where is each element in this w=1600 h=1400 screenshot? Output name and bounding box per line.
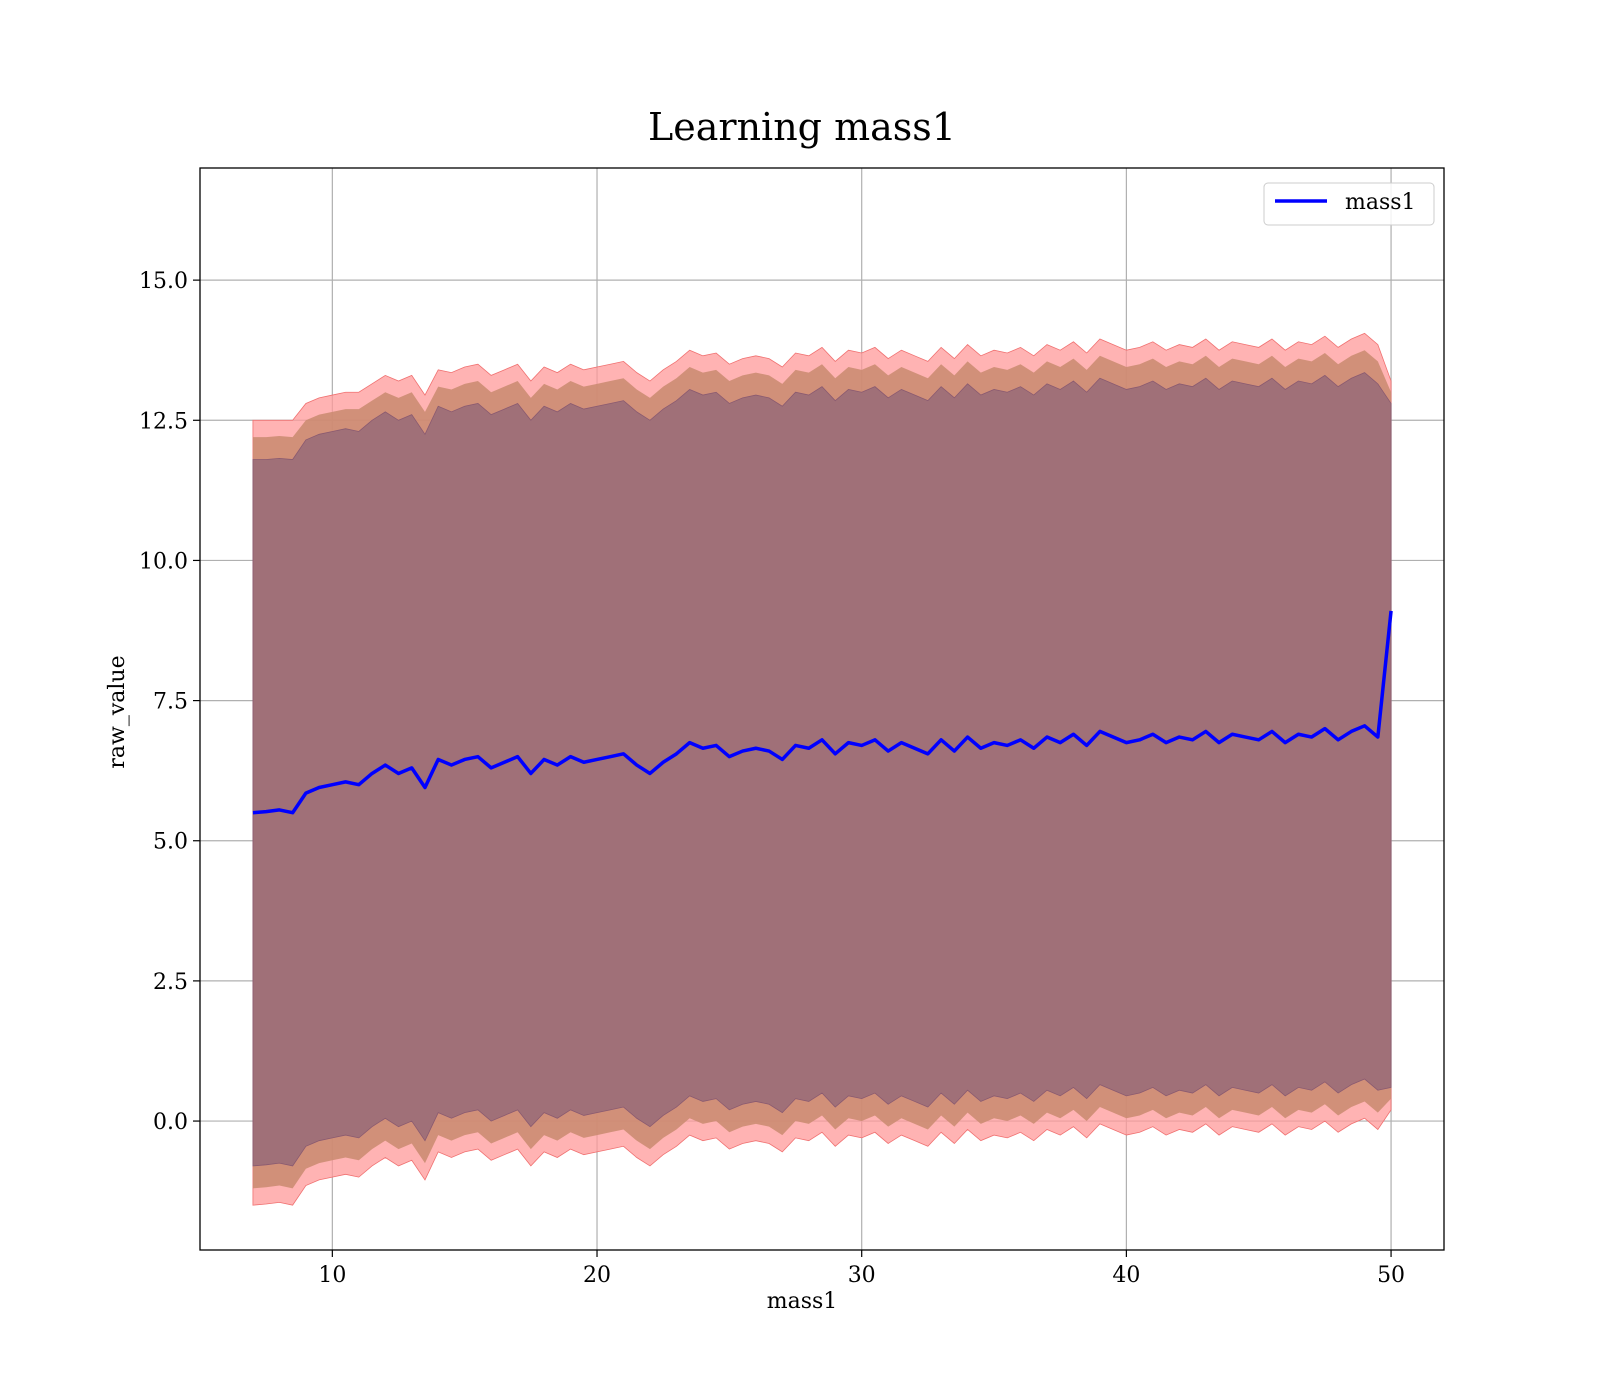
y-tick-label-2: 5.0 [153, 830, 188, 855]
y-tick-label-4: 10.0 [139, 549, 188, 574]
x-tick-label-2: 30 [848, 1263, 876, 1288]
plot-area: 10 20 30 40 50 0.0 2.5 5.0 7.5 10.0 12.5 15.0 mass1 [139, 167, 1445, 1288]
x-tick-label-0: 10 [318, 1263, 346, 1288]
y-tick-label-5: 12.5 [139, 409, 188, 434]
x-tick-label-1: 20 [583, 1263, 611, 1288]
x-axis-label: mass1 [767, 1289, 838, 1314]
chart-title: Learning mass1 [648, 105, 956, 149]
x-tick-label-4: 50 [1377, 1263, 1405, 1288]
axes-frame [199, 167, 1445, 1251]
y-tick-label-3: 7.5 [153, 690, 188, 715]
legend-label-mass1: mass1 [1345, 190, 1416, 215]
legend-box [1263, 182, 1435, 226]
band-inner [252, 372, 1392, 1167]
series-line-mass1 [252, 610, 1393, 815]
x-tick-label-3: 40 [1112, 1263, 1140, 1288]
y-axis-label: raw_value [105, 655, 130, 768]
y-tick-label-6: 15.0 [139, 269, 188, 294]
y-tick-label-1: 2.5 [153, 970, 188, 995]
legend: mass1 [1263, 182, 1435, 226]
y-tick-label-0: 0.0 [153, 1110, 188, 1135]
